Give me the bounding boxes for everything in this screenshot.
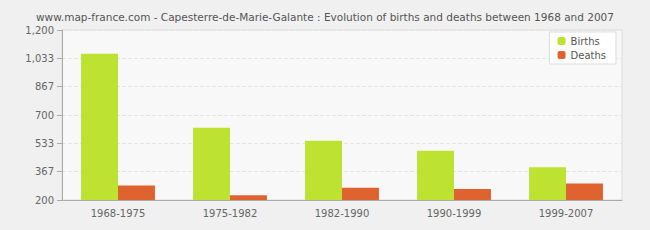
svg-text:700: 700 (35, 110, 54, 121)
svg-text:867: 867 (35, 81, 54, 92)
svg-text:1,200: 1,200 (25, 25, 54, 36)
svg-text:1990-1999: 1990-1999 (427, 208, 482, 219)
svg-text:1,033: 1,033 (25, 53, 54, 64)
svg-text:1999-2007: 1999-2007 (539, 208, 594, 219)
svg-text:1968-1975: 1968-1975 (91, 208, 146, 219)
svg-text:www.map-france.com - Capesterr: www.map-france.com - Capesterre-de-Marie… (36, 11, 614, 23)
svg-text:1982-1990: 1982-1990 (315, 208, 370, 219)
svg-text:200: 200 (35, 195, 54, 206)
svg-text:1975-1982: 1975-1982 (203, 208, 258, 219)
svg-text:367: 367 (35, 166, 54, 177)
svg-text:533: 533 (35, 138, 54, 149)
svg-text:Deaths: Deaths (571, 50, 606, 61)
svg-text:Births: Births (571, 36, 600, 47)
